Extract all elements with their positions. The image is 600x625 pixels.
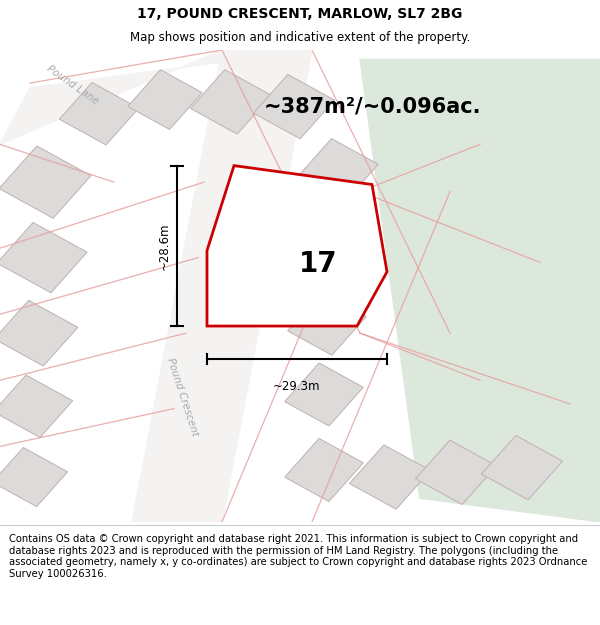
Polygon shape <box>287 292 367 355</box>
Polygon shape <box>294 139 378 207</box>
Polygon shape <box>190 70 272 134</box>
Polygon shape <box>481 436 563 500</box>
Text: Pound Lane: Pound Lane <box>45 64 101 107</box>
Polygon shape <box>284 439 364 501</box>
Text: 17: 17 <box>299 249 337 278</box>
Polygon shape <box>349 445 431 509</box>
Polygon shape <box>128 69 202 129</box>
Polygon shape <box>207 166 387 326</box>
Polygon shape <box>253 74 335 139</box>
Polygon shape <box>0 50 312 144</box>
Polygon shape <box>0 300 78 366</box>
Polygon shape <box>59 82 139 145</box>
Polygon shape <box>0 146 91 218</box>
Text: ~387m²/~0.096ac.: ~387m²/~0.096ac. <box>263 97 481 117</box>
Polygon shape <box>284 216 364 281</box>
Text: Pound Crescent: Pound Crescent <box>166 356 200 437</box>
Polygon shape <box>132 50 312 522</box>
Polygon shape <box>415 440 497 504</box>
Polygon shape <box>0 448 68 507</box>
Polygon shape <box>0 375 73 438</box>
Text: ~29.3m: ~29.3m <box>273 380 321 393</box>
Polygon shape <box>284 363 364 426</box>
Polygon shape <box>0 222 87 292</box>
Text: ~28.6m: ~28.6m <box>157 222 170 269</box>
Text: Contains OS data © Crown copyright and database right 2021. This information is : Contains OS data © Crown copyright and d… <box>9 534 587 579</box>
Polygon shape <box>360 59 600 522</box>
Text: Map shows position and indicative extent of the property.: Map shows position and indicative extent… <box>130 31 470 44</box>
Text: 17, POUND CRESCENT, MARLOW, SL7 2BG: 17, POUND CRESCENT, MARLOW, SL7 2BG <box>137 7 463 21</box>
